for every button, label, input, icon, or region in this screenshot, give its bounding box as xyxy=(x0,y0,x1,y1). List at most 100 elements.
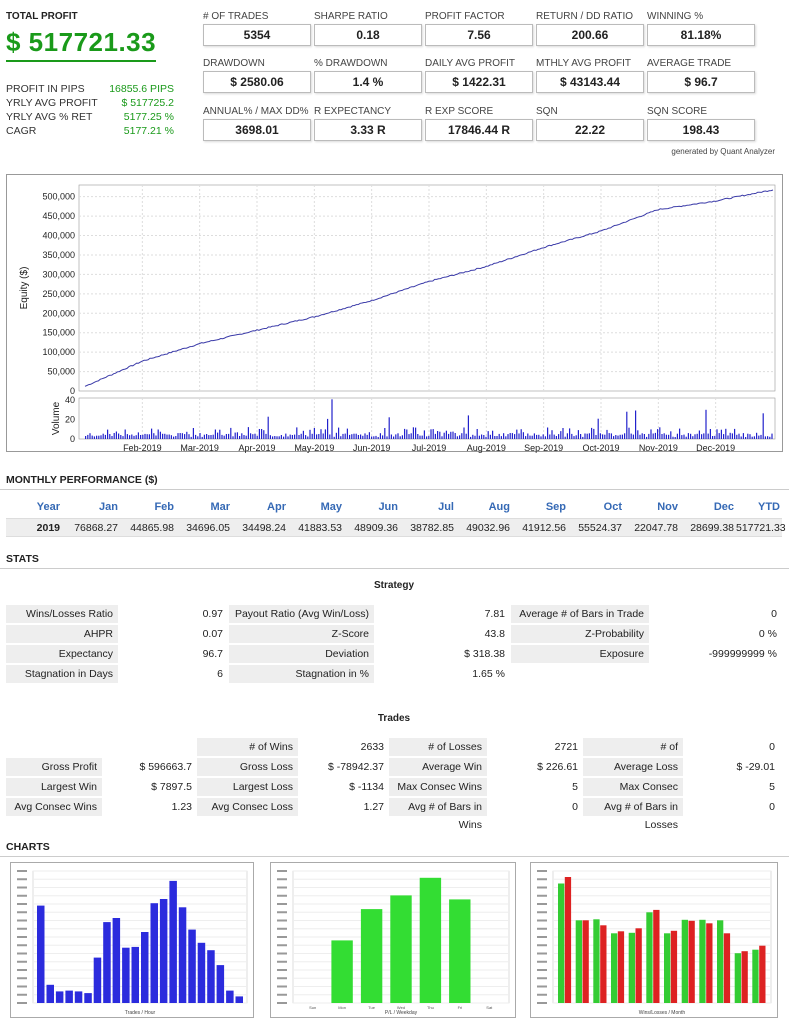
volume-bar xyxy=(527,433,529,439)
volume-bar xyxy=(608,433,610,439)
volume-bar xyxy=(96,435,98,439)
mini-tick-mark xyxy=(17,1002,27,1004)
volume-bar xyxy=(496,436,498,439)
stat-value: 0 % xyxy=(649,625,782,643)
volume-bar xyxy=(197,436,199,439)
volume-bar xyxy=(219,429,221,439)
volume-bar xyxy=(731,433,733,439)
y-tick-label: 100,000 xyxy=(42,347,75,357)
monthly-cell: 41912.56 xyxy=(522,522,566,534)
volume-bar xyxy=(274,436,276,439)
trade-value: 5 xyxy=(487,778,583,796)
volume-bar xyxy=(696,433,698,439)
volume-bar xyxy=(679,428,681,439)
stat-value: 0.97 xyxy=(118,605,228,623)
volume-bar xyxy=(674,437,676,439)
x-tick-label: Apr-2019 xyxy=(238,443,275,453)
volume-bar xyxy=(245,435,247,439)
volume-bar xyxy=(760,434,762,439)
metric-value: $ 1422.31 xyxy=(425,71,533,93)
volume-bar xyxy=(329,434,331,439)
hour-bar xyxy=(216,965,225,1003)
pl-weekday-chart: Sun Mon Tue Wed Thu Fri Sat P/L / Weekday xyxy=(270,862,516,1018)
weekday-label: Thu xyxy=(427,1005,434,1010)
volume-bar xyxy=(639,434,641,439)
volume-bar xyxy=(421,435,423,439)
volume-bar xyxy=(487,431,489,439)
trade-value: 2721 xyxy=(487,738,583,756)
hour-bar xyxy=(65,990,73,1003)
metric-sharpe-ratio: SHARPE RATIO 0.18 xyxy=(314,11,422,46)
volume-bar xyxy=(256,435,258,439)
volume-bar xyxy=(729,432,731,439)
metric-label: AVERAGE TRADE xyxy=(647,58,732,69)
mini-tick-mark xyxy=(537,936,547,938)
volume-bar xyxy=(577,430,579,439)
volume-bar xyxy=(146,434,148,439)
metric-of-trades: # OF TRADES 5354 xyxy=(203,11,311,46)
monthly-cell: 48909.36 xyxy=(354,522,398,534)
volume-bar xyxy=(439,431,441,439)
volume-bar xyxy=(327,418,329,439)
volume-bar xyxy=(650,429,652,439)
volume-bar xyxy=(333,436,335,439)
mini-tick-mark xyxy=(537,919,547,922)
stat-value: 43.8 xyxy=(374,625,510,643)
monthly-cell: 517721.33 xyxy=(736,522,786,534)
volume-bar xyxy=(393,436,395,439)
volume-bar xyxy=(195,434,197,439)
volume-bar xyxy=(135,435,137,439)
volume-bar xyxy=(672,436,674,439)
volume-tick-label: 40 xyxy=(65,395,75,405)
volume-bar xyxy=(749,434,751,439)
equity-plot-area xyxy=(78,184,776,392)
volume-bar xyxy=(703,433,705,439)
metric-r-exp-score: R EXP SCORE 17846.44 R xyxy=(425,106,533,141)
volume-bar xyxy=(445,430,447,439)
volume-bar xyxy=(122,436,124,439)
volume-bar xyxy=(208,435,210,439)
volume-bar xyxy=(507,434,509,439)
hour-bar xyxy=(141,932,149,1003)
mini-tick-mark xyxy=(17,960,27,963)
volume-bar xyxy=(307,436,309,439)
volume-bar xyxy=(164,433,166,439)
volume-bar xyxy=(441,436,443,439)
hour-bar xyxy=(46,984,54,1003)
mini-tick-mark xyxy=(277,969,287,971)
mini-tick-mark xyxy=(537,952,547,955)
metric-value: 0.18 xyxy=(314,24,422,46)
trade-label: Largest Loss xyxy=(197,778,298,796)
metric-value: 198.43 xyxy=(647,119,755,141)
volume-bar xyxy=(91,435,93,439)
metric-value: 200.66 xyxy=(536,24,644,46)
mini-axis-label: Trades / Hour xyxy=(125,1010,156,1016)
mini-tick-mark xyxy=(537,903,547,905)
volume-bar xyxy=(410,433,412,439)
volume-bar xyxy=(736,434,738,439)
metric-value: 22.22 xyxy=(536,119,644,141)
volume-bar xyxy=(419,435,421,439)
losses-bar xyxy=(582,920,589,1003)
monthly-header-feb: Feb xyxy=(154,501,174,513)
metric-label: # OF TRADES xyxy=(203,11,269,22)
volume-bar xyxy=(316,434,318,439)
trades-per-hour-svg: Trades / Hour xyxy=(17,870,248,1016)
volume-bar xyxy=(137,432,139,439)
volume-bar xyxy=(553,434,555,439)
mini-tick-mark xyxy=(17,944,27,947)
weekday-bar xyxy=(360,909,383,1003)
volume-bar xyxy=(148,434,150,439)
stat-label: Z-Score xyxy=(229,625,374,643)
trade-label: Max Consec Losses xyxy=(583,778,683,811)
side-value: 5177.25 % xyxy=(123,111,174,123)
stat-label: Payout Ratio (Avg Win/Loss) xyxy=(229,605,374,623)
volume-bar xyxy=(456,436,458,439)
monthly-header-may: May xyxy=(320,501,342,513)
volume-bar xyxy=(661,434,663,439)
volume-bar xyxy=(428,435,430,439)
equity-line xyxy=(84,189,774,387)
trade-label: Avg # of Bars in Wins xyxy=(389,798,487,831)
volume-bar xyxy=(395,434,397,439)
y-tick-label: 500,000 xyxy=(42,192,75,202)
